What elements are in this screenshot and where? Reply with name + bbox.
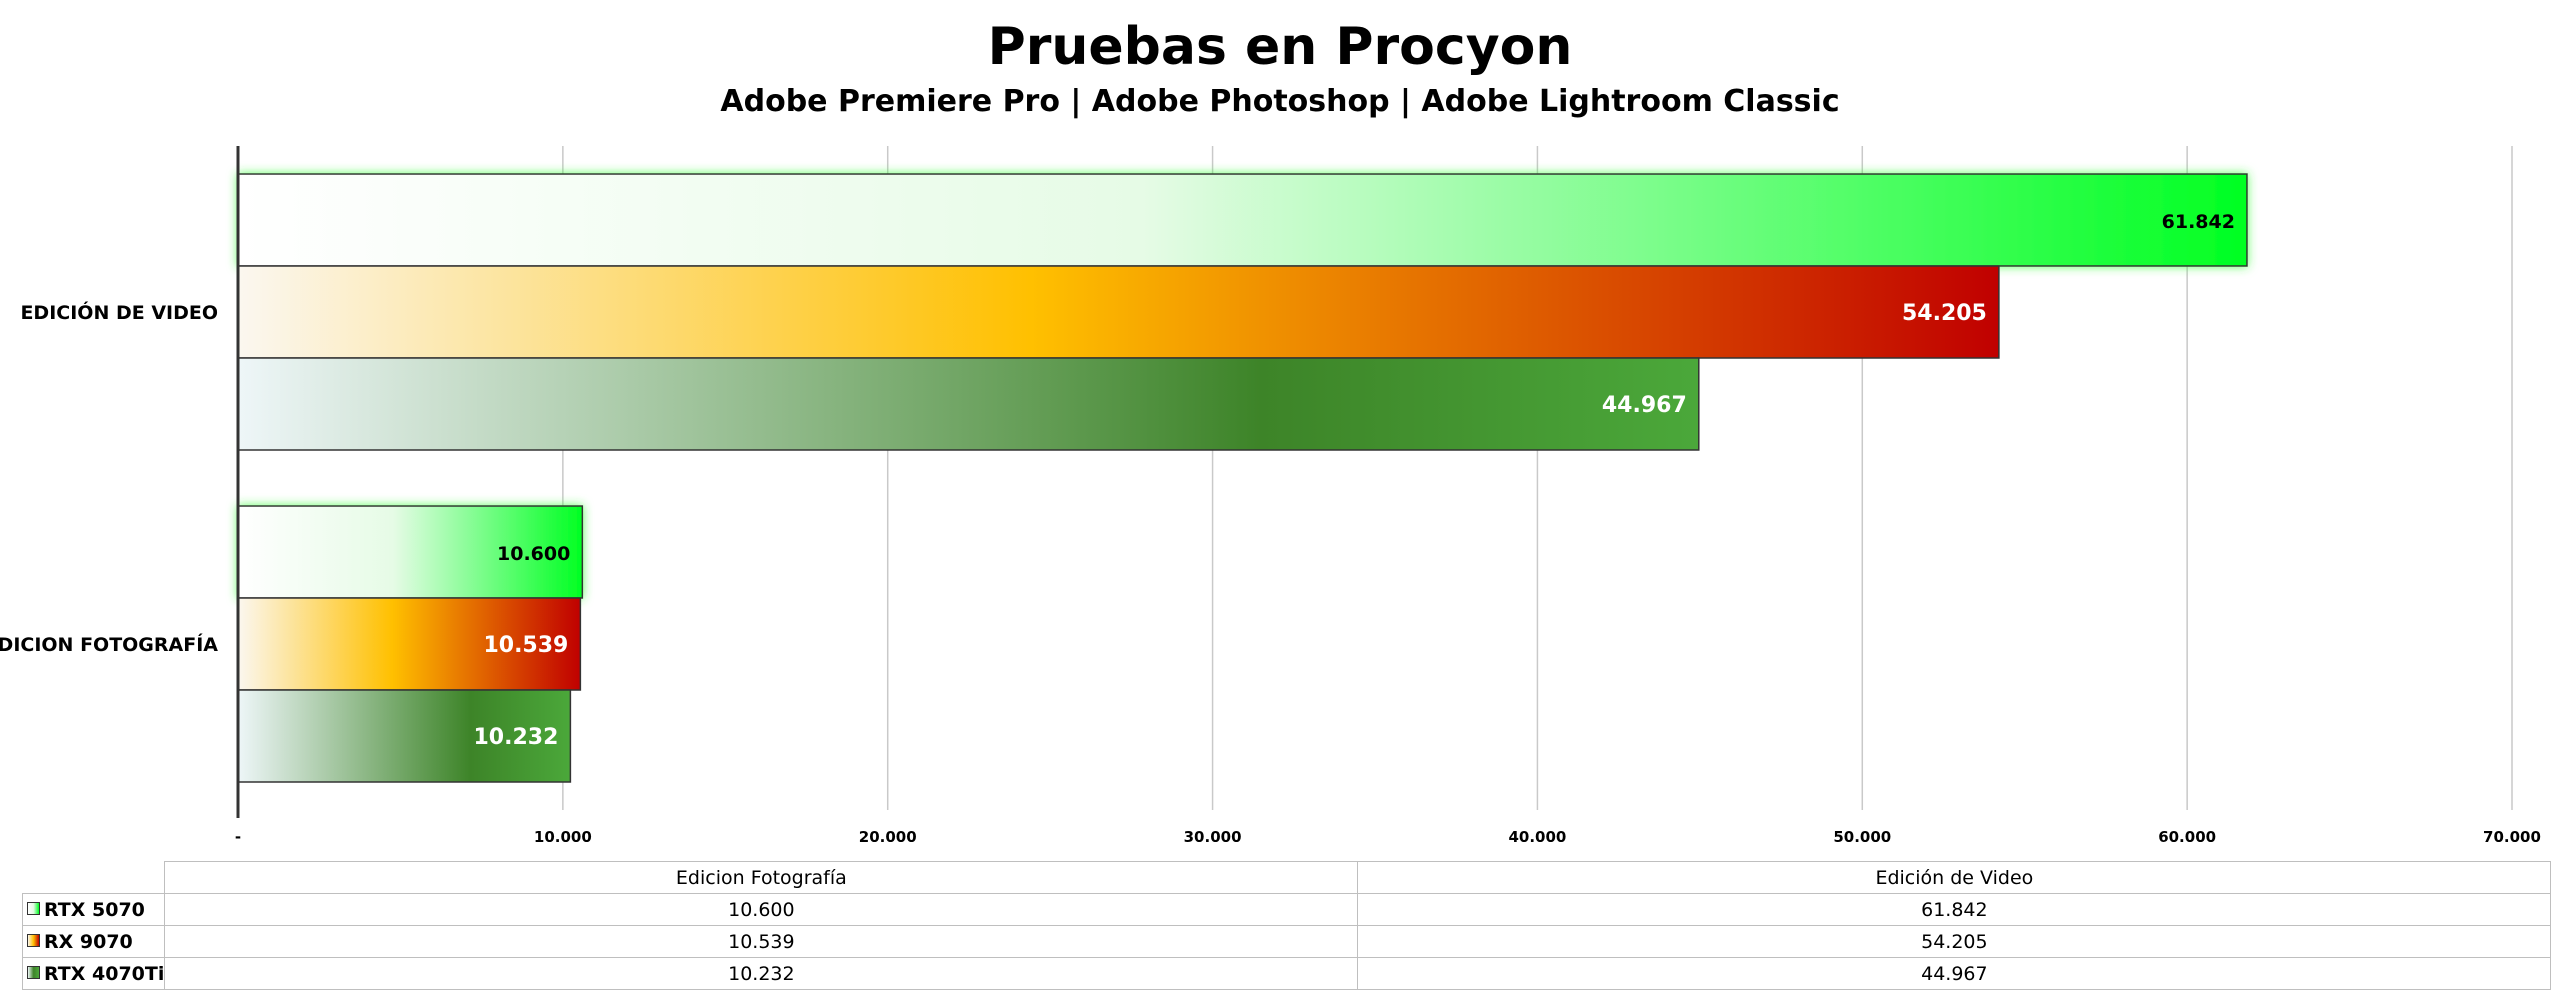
legend-entry: RTX 5070 [21,893,166,926]
x-tick-label: 30.000 [1184,828,1242,846]
data-label: 10.539 [483,633,568,658]
x-tick-label: 60.000 [2158,828,2216,846]
table-corner [22,861,166,894]
bar-rx-9070 [237,597,582,691]
bars [237,173,2248,783]
table-cell: 10.600 [164,893,1359,926]
chart-title: Pruebas en Procyon [987,17,1573,77]
category-label: EDICIÓN DE VIDEO [20,300,218,324]
data-labels: 61.842 54.205 44.967 10.600 10.539 10.232 [473,211,2234,750]
x-tick-label: 70.000 [2483,828,2541,846]
legend-label: RTX 5070 [44,898,145,921]
category-labels: EDICIÓN DE VIDEO EDICION FOTOGRAFÍA [0,300,218,656]
table-cell: 10.232 [164,957,1359,990]
bar-rtx-5070 [237,505,584,599]
data-label: 61.842 [2162,211,2235,233]
chart-subtitle: Adobe Premiere Pro | Adobe Photoshop | A… [720,84,1840,119]
bar-rx-9070 [237,265,2000,359]
table-cell: 54.205 [1357,925,2552,958]
table-cell: 44.967 [1357,957,2552,990]
x-tick-label: 40.000 [1508,828,1566,846]
table-row: RTX 4070Ti 10.232 44.967 [21,957,2552,990]
data-label: 44.967 [1602,393,1687,418]
data-label: 54.205 [1902,301,1987,326]
data-label: 10.600 [497,543,570,565]
table-row: RX 9070 10.539 54.205 [21,925,2552,958]
legend-key [27,966,40,979]
legend-entry: RTX 4070Ti [21,957,166,990]
legend-label: RTX 4070Ti [44,962,165,985]
x-tick-label: 20.000 [859,828,917,846]
bar-rtx-4070ti [237,357,1700,451]
table-cell: 61.842 [1357,893,2552,926]
legend-key [27,902,40,915]
legend-label: RX 9070 [44,930,133,953]
data-table: Edicion Fotografía Edición de Video RTX … [21,861,2552,990]
x-tick-label: 10.000 [534,828,592,846]
legend-entry: RX 9070 [21,925,166,958]
table-header-fotografia: Edicion Fotografía [164,861,1359,894]
bar-rtx-5070 [237,173,2248,267]
table-cell: 10.539 [164,925,1359,958]
x-tick-label: 50.000 [1833,828,1891,846]
category-label: EDICION FOTOGRAFÍA [0,633,218,656]
table-row: RTX 5070 10.600 61.842 [21,893,2552,926]
bar-chart: 61.842 54.205 44.967 10.600 10.539 10.232 - 10… [0,146,2541,846]
table-header-row: Edicion Fotografía Edición de Video [22,861,2552,894]
bar-rtx-4070ti [237,689,572,783]
x-tick-labels: - 10.000 20.000 30.000 40.000 50.000 60.000 70.… [235,828,2541,846]
x-tick-label: - [235,828,241,846]
table-header-video: Edición de Video [1357,861,2552,894]
legend-key [27,934,40,947]
data-label: 10.232 [473,725,558,750]
